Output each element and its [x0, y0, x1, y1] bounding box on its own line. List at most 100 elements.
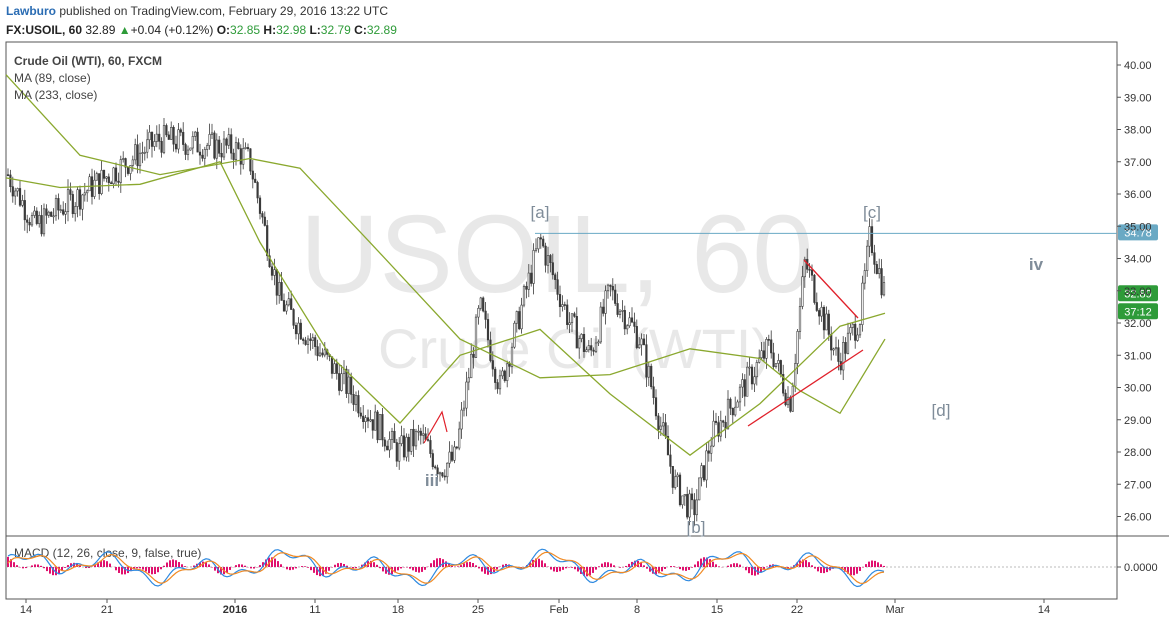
macd-histogram-bar	[469, 561, 471, 567]
candle-body	[534, 248, 538, 251]
candle-body	[575, 316, 578, 349]
ma-233-line	[5, 74, 886, 415]
macd-histogram-bar	[481, 567, 483, 572]
candle-body	[395, 442, 398, 462]
candle-body	[206, 145, 209, 150]
candle-body	[455, 446, 458, 449]
macd-histogram-bar	[847, 567, 849, 574]
candle-body	[645, 344, 648, 378]
candle-body	[446, 462, 449, 478]
candle-body	[482, 297, 485, 312]
y-tick-label: 28.00	[1124, 447, 1152, 459]
macd-histogram-bar	[160, 567, 162, 570]
candle-body	[398, 443, 401, 462]
macd-label: MACD (12, 26, close, 9, false, true)	[14, 546, 201, 560]
x-tick-label: 25	[472, 604, 484, 616]
macd-histogram-bar	[445, 561, 447, 567]
y-tick-label: 36.00	[1124, 189, 1152, 201]
candle-body	[306, 338, 310, 345]
candle-body	[633, 321, 636, 327]
macd-histogram-bar	[652, 567, 654, 574]
macd-histogram-bar	[451, 565, 453, 567]
macd-histogram-bar	[844, 567, 846, 572]
macd-histogram-bar	[145, 567, 147, 572]
candle-body	[726, 398, 730, 430]
macd-histogram-bar	[118, 567, 120, 573]
candle-body	[345, 368, 348, 394]
candle-body	[702, 465, 706, 481]
candle-body	[244, 147, 247, 149]
macd-histogram-bar	[775, 564, 777, 567]
candle-body	[870, 226, 874, 254]
candle-body	[263, 216, 266, 226]
x-tick-label: 2016	[223, 604, 247, 616]
candle-body	[11, 186, 14, 197]
candle-body	[561, 304, 564, 307]
macd-histogram-bar	[193, 565, 195, 567]
macd-histogram-bar	[685, 567, 687, 571]
candle-body	[832, 348, 835, 351]
candle-body	[366, 417, 370, 422]
author-name[interactable]: Lawburo	[6, 4, 56, 18]
countdown-badge: 37:12	[1124, 306, 1152, 318]
watermark: USOIL, 60 Crude Oil (WTI)	[300, 193, 814, 380]
macd-histogram-bar	[262, 562, 264, 567]
candle-body	[309, 338, 312, 341]
price-chart[interactable]: USOIL, 60 Crude Oil (WTI) [a] [c] iv [d] iii…	[0, 40, 1169, 625]
y-tick-label: 40.00	[1124, 60, 1152, 72]
macd-histogram-bar	[649, 567, 651, 572]
candle-body	[254, 178, 257, 183]
high-value: 32.98	[276, 23, 307, 37]
macd-histogram-bar	[463, 563, 465, 567]
level-badge: 34.78	[1124, 227, 1152, 239]
candle-body	[234, 142, 238, 160]
candle-body	[544, 245, 547, 266]
time-axis[interactable]: 14 21 2016 11 18 25 Feb 8 15 22 Mar 14	[20, 599, 1050, 616]
candle-body	[652, 386, 655, 398]
candle-body	[746, 366, 749, 397]
quote-line: FX:USOIL, 60 32.89 ▲+0.04 (+0.12%) O:32.…	[6, 23, 397, 37]
macd-histogram-bar	[169, 560, 171, 567]
candle-body	[201, 154, 204, 159]
macd-histogram-bar	[337, 563, 339, 567]
candle-body	[842, 342, 845, 371]
macd-histogram-bar	[172, 559, 174, 567]
macd-histogram-bar	[40, 565, 42, 567]
price-axis[interactable]: 40.00 39.00 38.00 37.00 36.00 35.00 34.00 33.00…	[1117, 60, 1152, 524]
annotations: [a] [c] iv [d] iii [b] 34.78 32.89 37:12	[423, 203, 1158, 537]
macd-histogram-bar	[859, 567, 861, 571]
macd-histogram-bar	[355, 567, 357, 569]
candle-body	[376, 411, 379, 441]
candle-body	[549, 255, 552, 263]
candle-body	[801, 276, 804, 307]
candle-body	[630, 317, 634, 323]
candle-body	[102, 169, 106, 179]
candle-body	[381, 414, 384, 441]
candle-body	[582, 333, 586, 352]
candle-body	[297, 322, 300, 335]
x-tick-label: Mar	[886, 604, 905, 616]
candle-body	[362, 415, 365, 423]
macd-histogram-bar	[394, 567, 396, 573]
candle-body	[573, 313, 576, 317]
macd-histogram-bar	[769, 564, 771, 567]
candle-body	[354, 395, 358, 405]
candle-body	[136, 144, 139, 167]
candle-body	[592, 349, 595, 352]
candle-body	[35, 210, 38, 224]
macd-histogram-bar	[184, 566, 186, 567]
y-tick-label: 27.00	[1124, 479, 1152, 491]
macd-histogram-bar	[673, 566, 675, 567]
macd-histogram-bar	[490, 567, 492, 575]
x-tick-label: 14	[20, 604, 32, 616]
macd-histogram-bar	[115, 567, 117, 571]
candle-body	[292, 309, 295, 326]
candle-body	[268, 255, 271, 268]
macd-histogram-bar	[325, 567, 327, 574]
macd-histogram-bar	[748, 567, 750, 574]
candle-body	[266, 225, 269, 257]
macd-histogram-bar	[562, 567, 564, 570]
macd-histogram-bar	[502, 564, 504, 567]
candle-body	[50, 211, 53, 217]
macd-histogram-bar	[670, 566, 672, 567]
